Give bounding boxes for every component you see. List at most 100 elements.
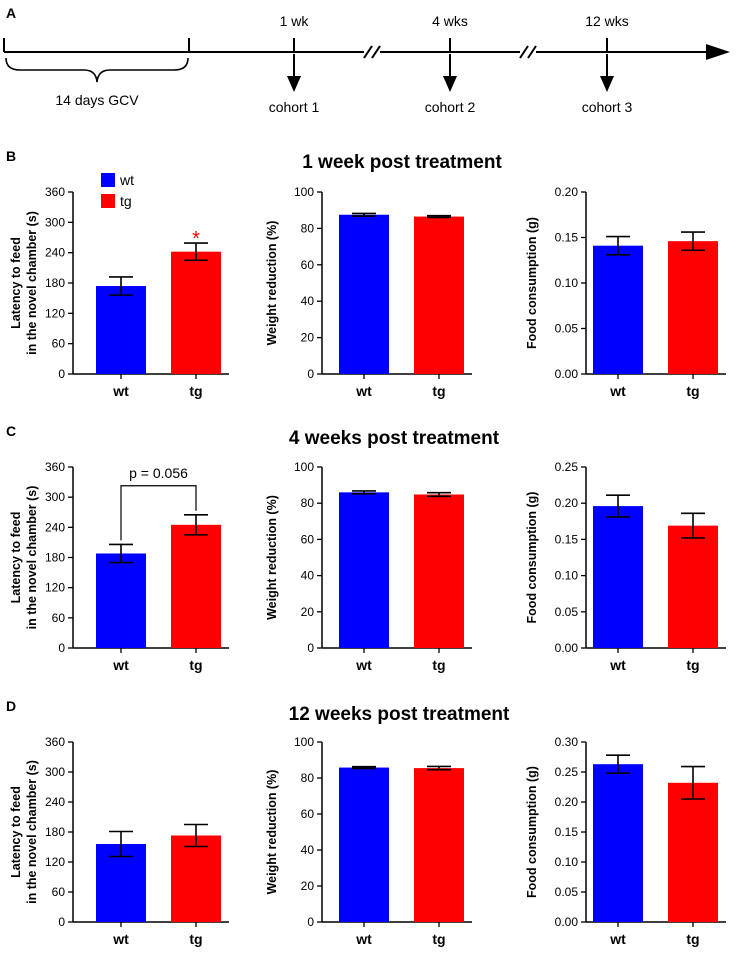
x-tick-label-tg: tg (686, 931, 699, 947)
y-axis-label: Weight reduction (%) (265, 770, 279, 895)
y-tick-label: 0 (58, 915, 65, 929)
y-tick-label: 180 (45, 825, 65, 839)
x-tick-label-tg: tg (189, 383, 202, 399)
bar-wt (96, 553, 146, 648)
y-tick-label: 60 (301, 807, 315, 821)
y-axis-label-line-1: Latency to feed (9, 786, 23, 878)
y-axis-label-line-2: in the novel chamber (s) (25, 211, 39, 355)
gcv-label: 14 days GCV (55, 92, 139, 108)
chart-d-2: 0 20 40 60 80 100 Weight reduction (%) wt tg (265, 735, 472, 947)
down-arrow-icon (443, 76, 457, 92)
y-tick-label: 0 (307, 367, 314, 381)
chart-b-1: 0 60 120 180 240 300 360 Latency to feed in the … (9, 185, 229, 399)
p-value-label: p = 0.056 (129, 465, 188, 481)
row-title-12-weeks: 12 weeks post treatment (289, 704, 510, 725)
chart-c-2: 0 20 40 60 80 100 Weight reduction (%) wt tg (265, 460, 472, 673)
timepoint-2-label: 4 wks (432, 13, 468, 29)
y-tick-label: 40 (301, 569, 315, 583)
axis-break-2 (519, 44, 537, 60)
y-axis-label-line-2: in the novel chamber (s) (25, 760, 39, 904)
y-tick-label: 240 (45, 795, 65, 809)
y-tick-label: 0 (58, 641, 65, 655)
x-tick-label-wt: wt (355, 657, 372, 673)
y-tick-label: 60 (52, 611, 66, 625)
y-tick-label: 0.20 (555, 795, 579, 809)
y-tick-label: 0.30 (555, 735, 579, 749)
y-tick-label: 360 (45, 185, 65, 199)
y-tick-label: 100 (294, 735, 314, 749)
legend-swatch-wt (101, 173, 115, 187)
bar-tg (171, 251, 221, 374)
y-tick-label: 0.10 (555, 569, 579, 583)
x-tick-label-tg: tg (432, 657, 445, 673)
bar-tg (171, 524, 221, 648)
bar-wt (339, 492, 389, 648)
x-tick-label-tg: tg (432, 383, 445, 399)
x-tick-label-wt: wt (355, 931, 372, 947)
x-tick-label-wt: wt (609, 383, 626, 399)
x-tick-label-tg: tg (686, 657, 699, 673)
x-tick-label-wt: wt (112, 657, 129, 673)
down-arrow-icon (600, 76, 614, 92)
x-tick-label-tg: tg (189, 931, 202, 947)
y-tick-label: 100 (294, 460, 314, 474)
timepoint-1: 1 wk cohort 1 (269, 13, 320, 115)
timeline-arrowhead (706, 44, 730, 60)
bar-tg (668, 241, 718, 374)
bar-wt (96, 286, 146, 374)
y-axis-label: Weight reduction (%) (265, 221, 279, 346)
timepoint-2: 4 wks cohort 2 (425, 13, 476, 115)
y-axis-label-line-1: Latency to feed (9, 237, 23, 329)
legend-swatch-tg (101, 194, 115, 208)
y-tick-label: 0 (307, 641, 314, 655)
y-tick-label: 0.20 (555, 496, 579, 510)
chart-b-2: 0 20 40 60 80 100 Weight reduction (%) wt tg (265, 185, 472, 399)
y-tick-label: 240 (45, 246, 65, 260)
x-tick-label-wt: wt (112, 383, 129, 399)
y-tick-label: 120 (45, 306, 65, 320)
x-tick-label-wt: wt (609, 657, 626, 673)
y-axis-label-line-1: Latency to feed (9, 512, 23, 604)
y-axis-label-line-2: in the novel chamber (s) (25, 486, 39, 630)
panel-label-b: B (6, 148, 16, 164)
y-tick-label: 0.05 (555, 605, 579, 619)
y-tick-label: 0.25 (555, 460, 579, 474)
y-tick-label: 0.15 (555, 825, 579, 839)
bar-wt (339, 767, 389, 922)
y-axis-label: Food consumption (g) (525, 766, 539, 898)
y-tick-label: 0.00 (555, 641, 579, 655)
legend-label-wt: wt (119, 172, 134, 188)
y-tick-label: 300 (45, 765, 65, 779)
bar-wt (593, 764, 643, 922)
panel-label-d: D (6, 698, 16, 714)
y-tick-label: 60 (301, 532, 315, 546)
y-tick-label: 80 (301, 771, 315, 785)
y-axis-label: Weight reduction (%) (265, 495, 279, 620)
y-tick-label: 360 (45, 460, 65, 474)
x-tick-label-tg: tg (686, 383, 699, 399)
y-tick-label: 20 (301, 605, 315, 619)
significance-asterisk: * (192, 228, 200, 250)
y-tick-label: 0 (307, 915, 314, 929)
bar-wt (593, 506, 643, 648)
y-tick-label: 300 (45, 490, 65, 504)
bar-tg (414, 494, 464, 648)
y-tick-label: 0.20 (555, 185, 579, 199)
chart-d-3: 0.00 0.05 0.10 0.15 0.20 0.25 0.30 Food consump… (525, 735, 726, 947)
y-tick-label: 0.05 (555, 322, 579, 336)
cohort-3-label: cohort 3 (582, 99, 633, 115)
y-tick-label: 0.10 (555, 855, 579, 869)
chart-c-3: 0.00 0.05 0.10 0.15 0.20 0.25 Food consumption… (525, 460, 726, 673)
x-tick-label-tg: tg (189, 657, 202, 673)
bar-tg (414, 216, 464, 374)
row-title-1-week: 1 week post treatment (302, 152, 502, 173)
x-tick-label-wt: wt (609, 931, 626, 947)
timepoint-3-label: 12 wks (585, 13, 629, 29)
timepoint-1-label: 1 wk (280, 13, 310, 29)
bar-tg (668, 525, 718, 648)
bar-tg (171, 835, 221, 922)
y-tick-label: 100 (294, 185, 314, 199)
chart-d-1: 0 60 120 180 240 300 360 Latency to feed in the … (9, 735, 229, 947)
